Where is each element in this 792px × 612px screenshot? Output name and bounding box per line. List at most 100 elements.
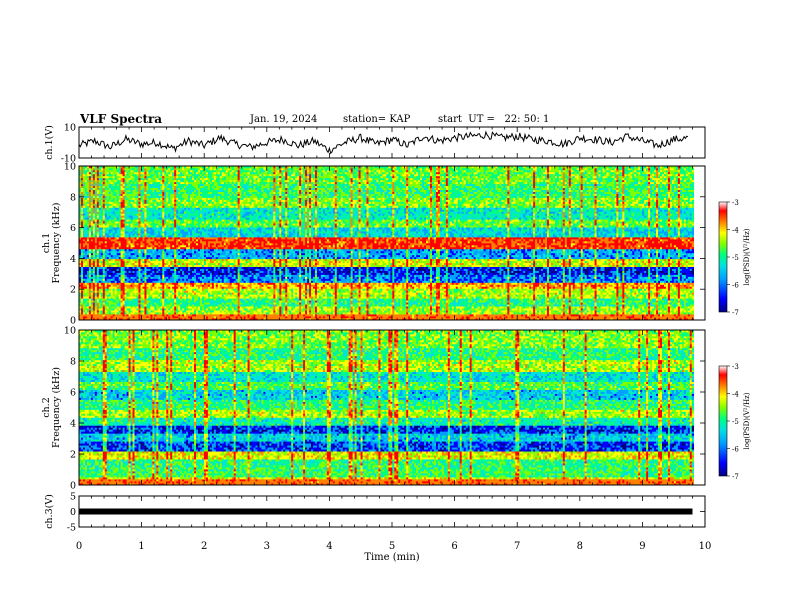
heatmap-cell — [396, 316, 398, 318]
heatmap-cell — [620, 316, 622, 318]
heatmap-cell — [472, 316, 474, 318]
heatmap-cell — [220, 314, 222, 316]
heatmap-cell — [313, 314, 315, 316]
heatmap-cell — [601, 316, 603, 318]
heatmap-cell — [448, 316, 450, 318]
heatmap-cell — [250, 314, 252, 316]
heatmap-cell — [261, 316, 263, 318]
heatmap-cell — [250, 316, 252, 318]
heatmap-cell — [650, 316, 652, 318]
heatmap-cell — [688, 316, 690, 318]
heatmap-cell — [293, 316, 295, 318]
heatmap-cell — [339, 316, 341, 318]
heatmap-cell — [420, 316, 422, 318]
heatmap-cell — [636, 316, 638, 318]
heatmap-cell — [557, 316, 559, 318]
heatmap-cell — [523, 316, 525, 318]
heatmap-cell — [365, 316, 367, 318]
heatmap-cell — [646, 316, 648, 318]
heatmap-cell — [606, 316, 608, 318]
heatmap-cell — [176, 316, 178, 318]
heatmap-cell — [644, 316, 646, 318]
heatmap-cell — [111, 316, 113, 318]
heatmap-cell — [351, 316, 353, 318]
heatmap-cell — [422, 314, 424, 316]
heatmap-cell — [200, 316, 202, 318]
heatmap-cell — [493, 316, 495, 318]
heatmap-cell — [305, 316, 307, 318]
heatmap-cell — [162, 316, 164, 318]
heatmap-cell — [174, 314, 176, 316]
heatmap-cell — [87, 314, 89, 316]
heatmap-cell — [254, 314, 256, 316]
heatmap-cell — [418, 314, 420, 316]
heatmap-cell — [111, 314, 113, 316]
heatmap-cell — [154, 316, 156, 318]
heatmap-cell — [125, 314, 127, 316]
heatmap-cell — [337, 314, 339, 316]
heatmap-cell — [142, 314, 144, 316]
heatmap-cell — [446, 316, 448, 318]
heatmap-cell — [626, 316, 628, 318]
heatmap-cell — [257, 316, 259, 318]
heatmap-cell — [164, 314, 166, 316]
heatmap-cell — [400, 316, 402, 318]
heatmap-cell — [105, 314, 107, 316]
heatmap-cell — [367, 314, 369, 316]
heatmap-cell — [194, 314, 196, 316]
heatmap-cell — [353, 314, 355, 316]
heatmap-cell — [135, 316, 137, 318]
heatmap-cell — [261, 314, 263, 316]
heatmap-cell — [212, 314, 214, 316]
heatmap-cell — [273, 314, 275, 316]
heatmap-cell — [484, 316, 486, 318]
heatmap-cell — [267, 314, 269, 316]
heatmap-cell — [180, 316, 182, 318]
heatmap-cell — [426, 314, 428, 316]
heatmap-cell — [170, 314, 172, 316]
heatmap-cell — [402, 314, 404, 316]
heatmap-cell — [182, 314, 184, 316]
heatmap-cell — [341, 314, 343, 316]
heatmap-cell — [505, 316, 507, 318]
heatmap-cell — [394, 314, 396, 316]
heatmap-cell — [289, 316, 291, 318]
heatmap-cell — [135, 314, 137, 316]
heatmap-cell — [662, 316, 664, 318]
heatmap-cell — [133, 314, 135, 316]
heatmap-cell — [323, 314, 325, 316]
heatmap-cell — [113, 314, 115, 316]
heatmap-cell — [458, 316, 460, 318]
heatmap-cell — [638, 316, 640, 318]
heatmap-cell — [238, 314, 240, 316]
heatmap-cell — [414, 314, 416, 316]
heatmap-cell — [263, 316, 265, 318]
heatmap-cell — [630, 316, 632, 318]
heatmap-cell — [208, 314, 210, 316]
heatmap-cell — [369, 314, 371, 316]
heatmap-cell — [343, 314, 345, 316]
heatmap-cell — [196, 316, 198, 318]
heatmap-cell — [614, 316, 616, 318]
heatmap-cell — [119, 314, 121, 316]
heatmap-cell — [259, 314, 261, 316]
heatmap-cell — [190, 314, 192, 316]
heatmap-cell — [283, 314, 285, 316]
heatmap-cell — [234, 316, 236, 318]
heatmap-cell — [414, 316, 416, 318]
heatmap-cell — [158, 316, 160, 318]
heatmap-cell — [198, 316, 200, 318]
heatmap-cell — [622, 316, 624, 318]
heatmap-cell — [561, 316, 563, 318]
heatmap-cell — [107, 314, 109, 316]
heatmap-cell — [192, 314, 194, 316]
heatmap-cell — [624, 316, 626, 318]
heatmap-cell — [392, 314, 394, 316]
heatmap-cell — [307, 316, 309, 318]
heatmap-cell — [234, 314, 236, 316]
heatmap-cell — [109, 314, 111, 316]
heatmap-cell — [208, 316, 210, 318]
heatmap-cell — [464, 316, 466, 318]
heatmap-cell — [299, 314, 301, 316]
heatmap-cell — [81, 314, 83, 316]
